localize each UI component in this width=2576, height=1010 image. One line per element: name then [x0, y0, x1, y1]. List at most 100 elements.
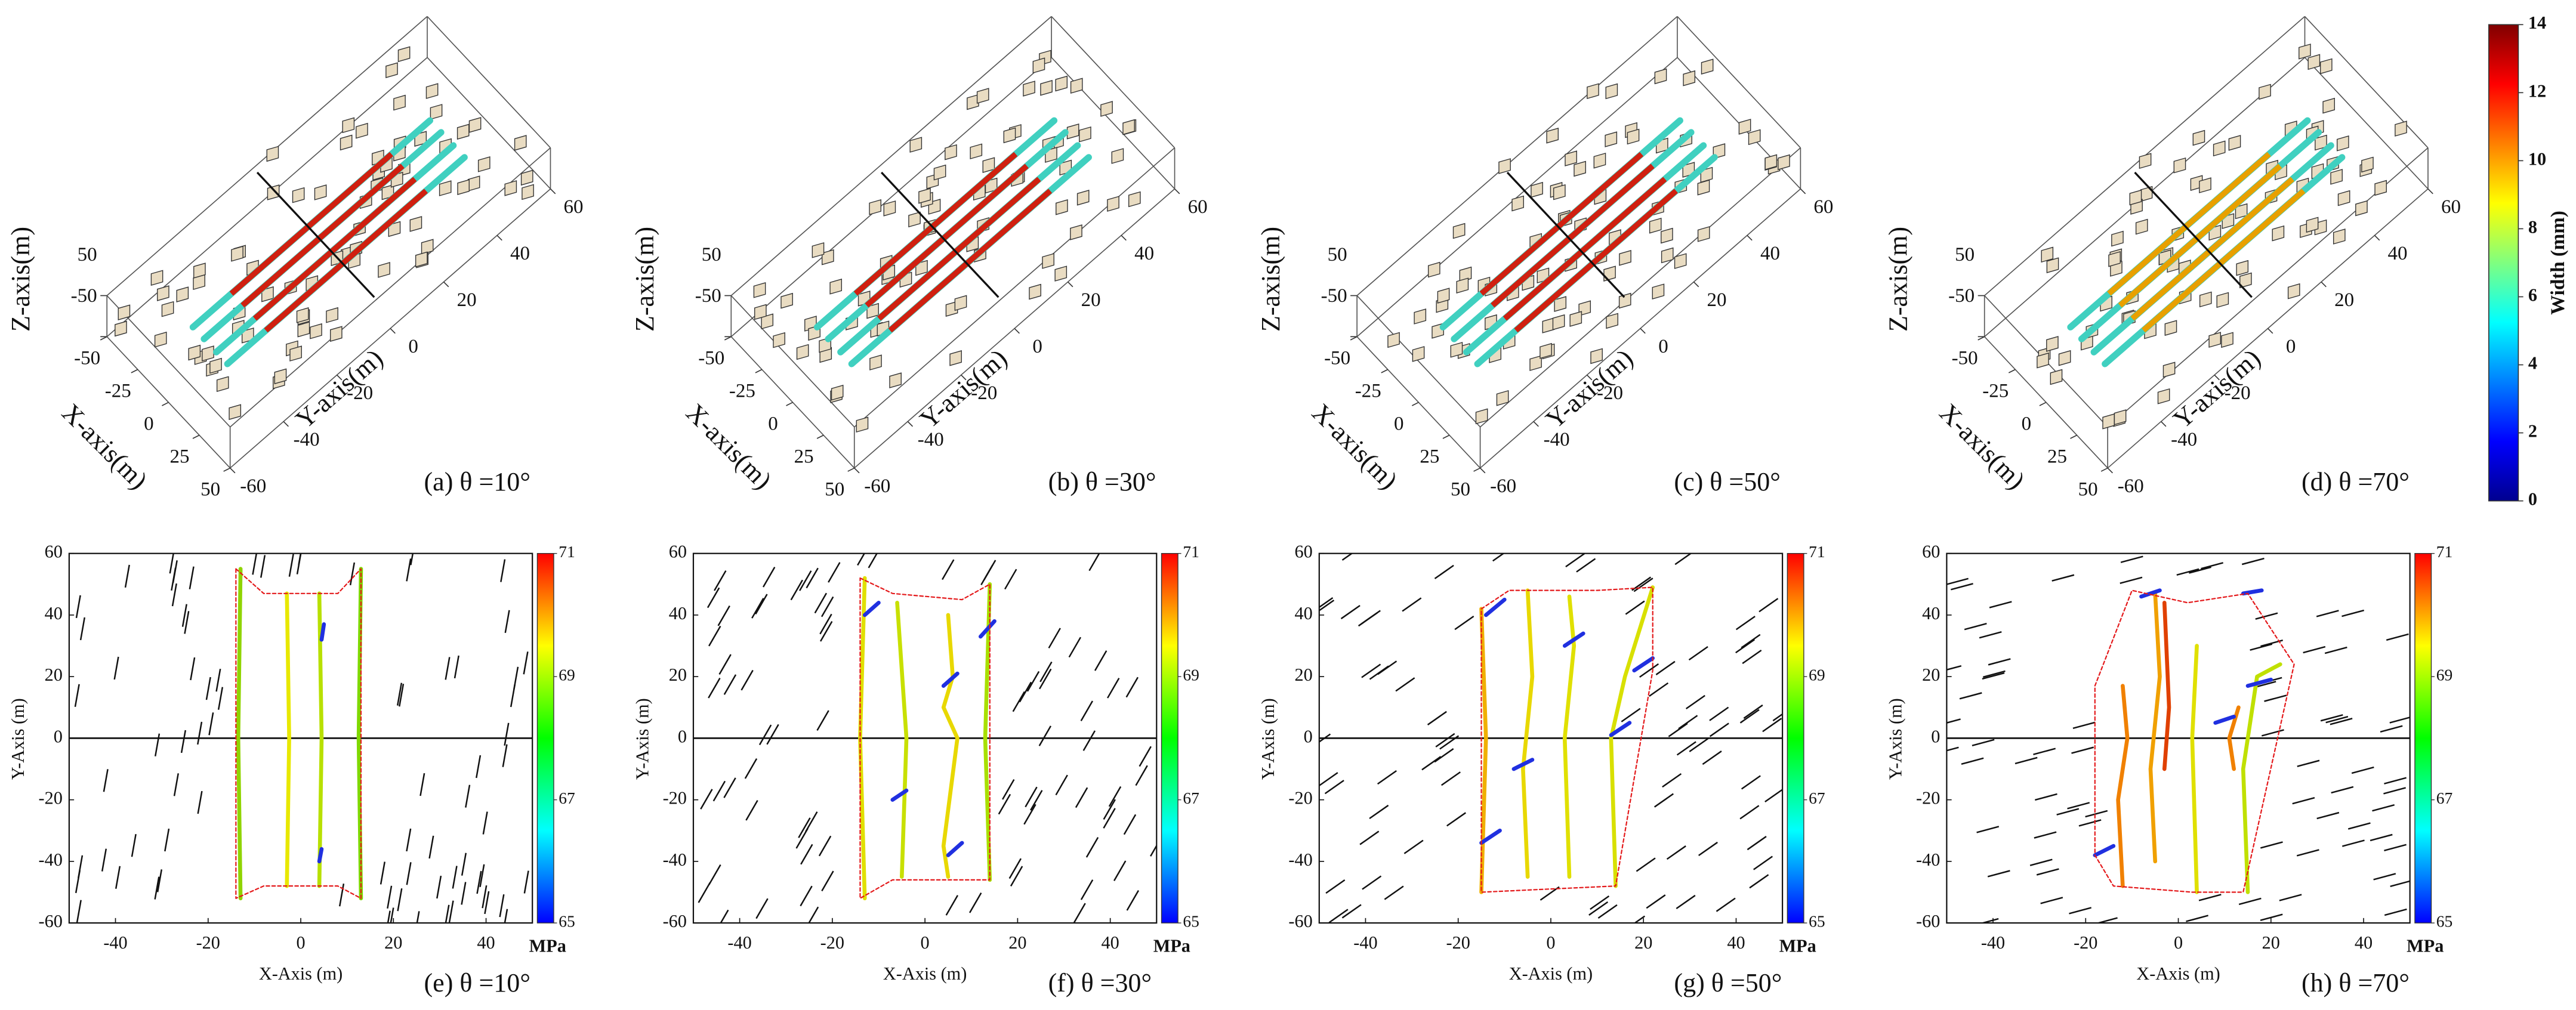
natural-fracture	[1987, 870, 2010, 878]
natural-fracture	[1094, 650, 1107, 671]
natural-fracture	[202, 345, 214, 362]
natural-fracture	[2315, 134, 2327, 151]
natural-fracture	[292, 187, 305, 203]
natural-fracture	[75, 595, 81, 619]
natural-fracture	[1540, 342, 1552, 359]
natural-fracture	[2272, 225, 2285, 242]
natural-fracture	[2380, 725, 2403, 733]
natural-fracture	[856, 416, 869, 433]
natural-fracture	[2040, 897, 2063, 904]
fracture-trace	[2241, 662, 2282, 894]
natural-fracture	[454, 655, 459, 679]
fracture-trace	[1479, 828, 1502, 845]
box-edge	[427, 57, 551, 190]
natural-fracture	[2324, 646, 2347, 654]
y-tick-label: 20	[457, 289, 477, 311]
colorbar-title: MPa	[1153, 935, 1190, 956]
y-tick-label: 60	[669, 542, 687, 562]
y-tick-label: 40	[510, 243, 530, 264]
hydraulic-fracture-core	[2130, 177, 2294, 321]
x-tick	[1473, 467, 1480, 472]
natural-fracture	[909, 137, 923, 153]
natural-fracture	[1038, 725, 1052, 746]
natural-fracture	[1075, 787, 1088, 808]
natural-fracture	[2034, 793, 2057, 801]
colorbar-tick-label: 4	[2528, 353, 2537, 373]
natural-fracture	[2250, 643, 2273, 651]
natural-fracture	[698, 882, 711, 903]
natural-fracture	[1068, 637, 1082, 658]
natural-fracture	[74, 684, 80, 708]
natural-fracture	[1653, 793, 1674, 808]
natural-fracture	[1361, 663, 1381, 678]
natural-fracture	[1328, 909, 1349, 923]
y-tick	[2267, 328, 2273, 334]
natural-fracture	[124, 564, 130, 588]
natural-fracture	[504, 610, 510, 634]
natural-fracture	[1032, 57, 1045, 74]
natural-fracture	[1739, 709, 1760, 724]
natural-fracture	[2046, 257, 2059, 273]
y-tick-label: 40	[669, 603, 687, 623]
natural-fracture	[523, 870, 529, 894]
natural-fracture	[2236, 260, 2249, 276]
fracture-trace	[946, 841, 964, 857]
natural-fracture	[1384, 885, 1404, 900]
y-tick-label: -60	[240, 475, 266, 497]
natural-fracture	[945, 895, 959, 916]
natural-fracture	[1701, 58, 1714, 75]
colorbar	[2414, 553, 2432, 923]
natural-fracture	[113, 656, 119, 680]
natural-fracture	[2374, 180, 2387, 196]
x-tick-label: 40	[477, 932, 495, 953]
y-tick	[1800, 188, 1806, 194]
natural-fracture	[2058, 350, 2071, 366]
natural-fracture	[1590, 895, 1610, 910]
fracture-trace	[317, 591, 324, 888]
x-tick	[192, 434, 200, 439]
x-tick-label: 0	[1394, 413, 1404, 435]
natural-fracture	[1023, 81, 1035, 97]
y-tick-label: -20	[1916, 788, 1940, 808]
natural-fracture	[1080, 879, 1094, 900]
natural-fracture	[261, 286, 274, 302]
natural-fracture	[1946, 577, 1969, 585]
y-axis-title: Y-Axis (m)	[1258, 698, 1278, 780]
y-tick	[2321, 281, 2327, 288]
y-tick	[854, 467, 860, 474]
y-tick-label: -40	[918, 429, 944, 450]
natural-fracture	[1688, 645, 1708, 661]
natural-fracture	[456, 123, 470, 140]
boundary	[235, 568, 362, 899]
x-tick-label: 50	[2078, 479, 2098, 501]
natural-fracture	[1434, 564, 1454, 579]
natural-fracture	[476, 755, 482, 779]
natural-fracture	[2239, 272, 2252, 289]
wellbore	[880, 171, 999, 298]
natural-fracture	[2337, 190, 2350, 206]
natural-fracture	[314, 184, 327, 200]
natural-fracture	[1452, 223, 1466, 239]
z-tick-label: 50	[1328, 244, 1347, 265]
panel-caption: (e) θ =10°	[424, 968, 530, 997]
y-tick-label: -40	[39, 850, 63, 870]
natural-fracture	[1702, 750, 1722, 765]
natural-fracture	[755, 898, 769, 919]
natural-fracture	[2395, 121, 2407, 137]
fracture-trace	[941, 671, 960, 688]
colorbar-tick-label: 67	[559, 789, 575, 807]
natural-fracture	[1619, 249, 1631, 266]
colorbar-tick-label: 65	[559, 912, 575, 930]
colorbar-tick-label: 67	[1183, 789, 1199, 807]
hydraulic-fracture-core	[853, 152, 1018, 296]
natural-fracture	[1107, 196, 1119, 212]
natural-fracture	[1359, 830, 1380, 845]
natural-fracture	[751, 598, 764, 619]
natural-fracture	[831, 384, 844, 401]
natural-fracture	[1778, 154, 1790, 171]
natural-fracture	[1427, 711, 1447, 725]
colorbar-tick-label: 71	[1183, 542, 1199, 561]
natural-fracture	[1358, 612, 1378, 627]
